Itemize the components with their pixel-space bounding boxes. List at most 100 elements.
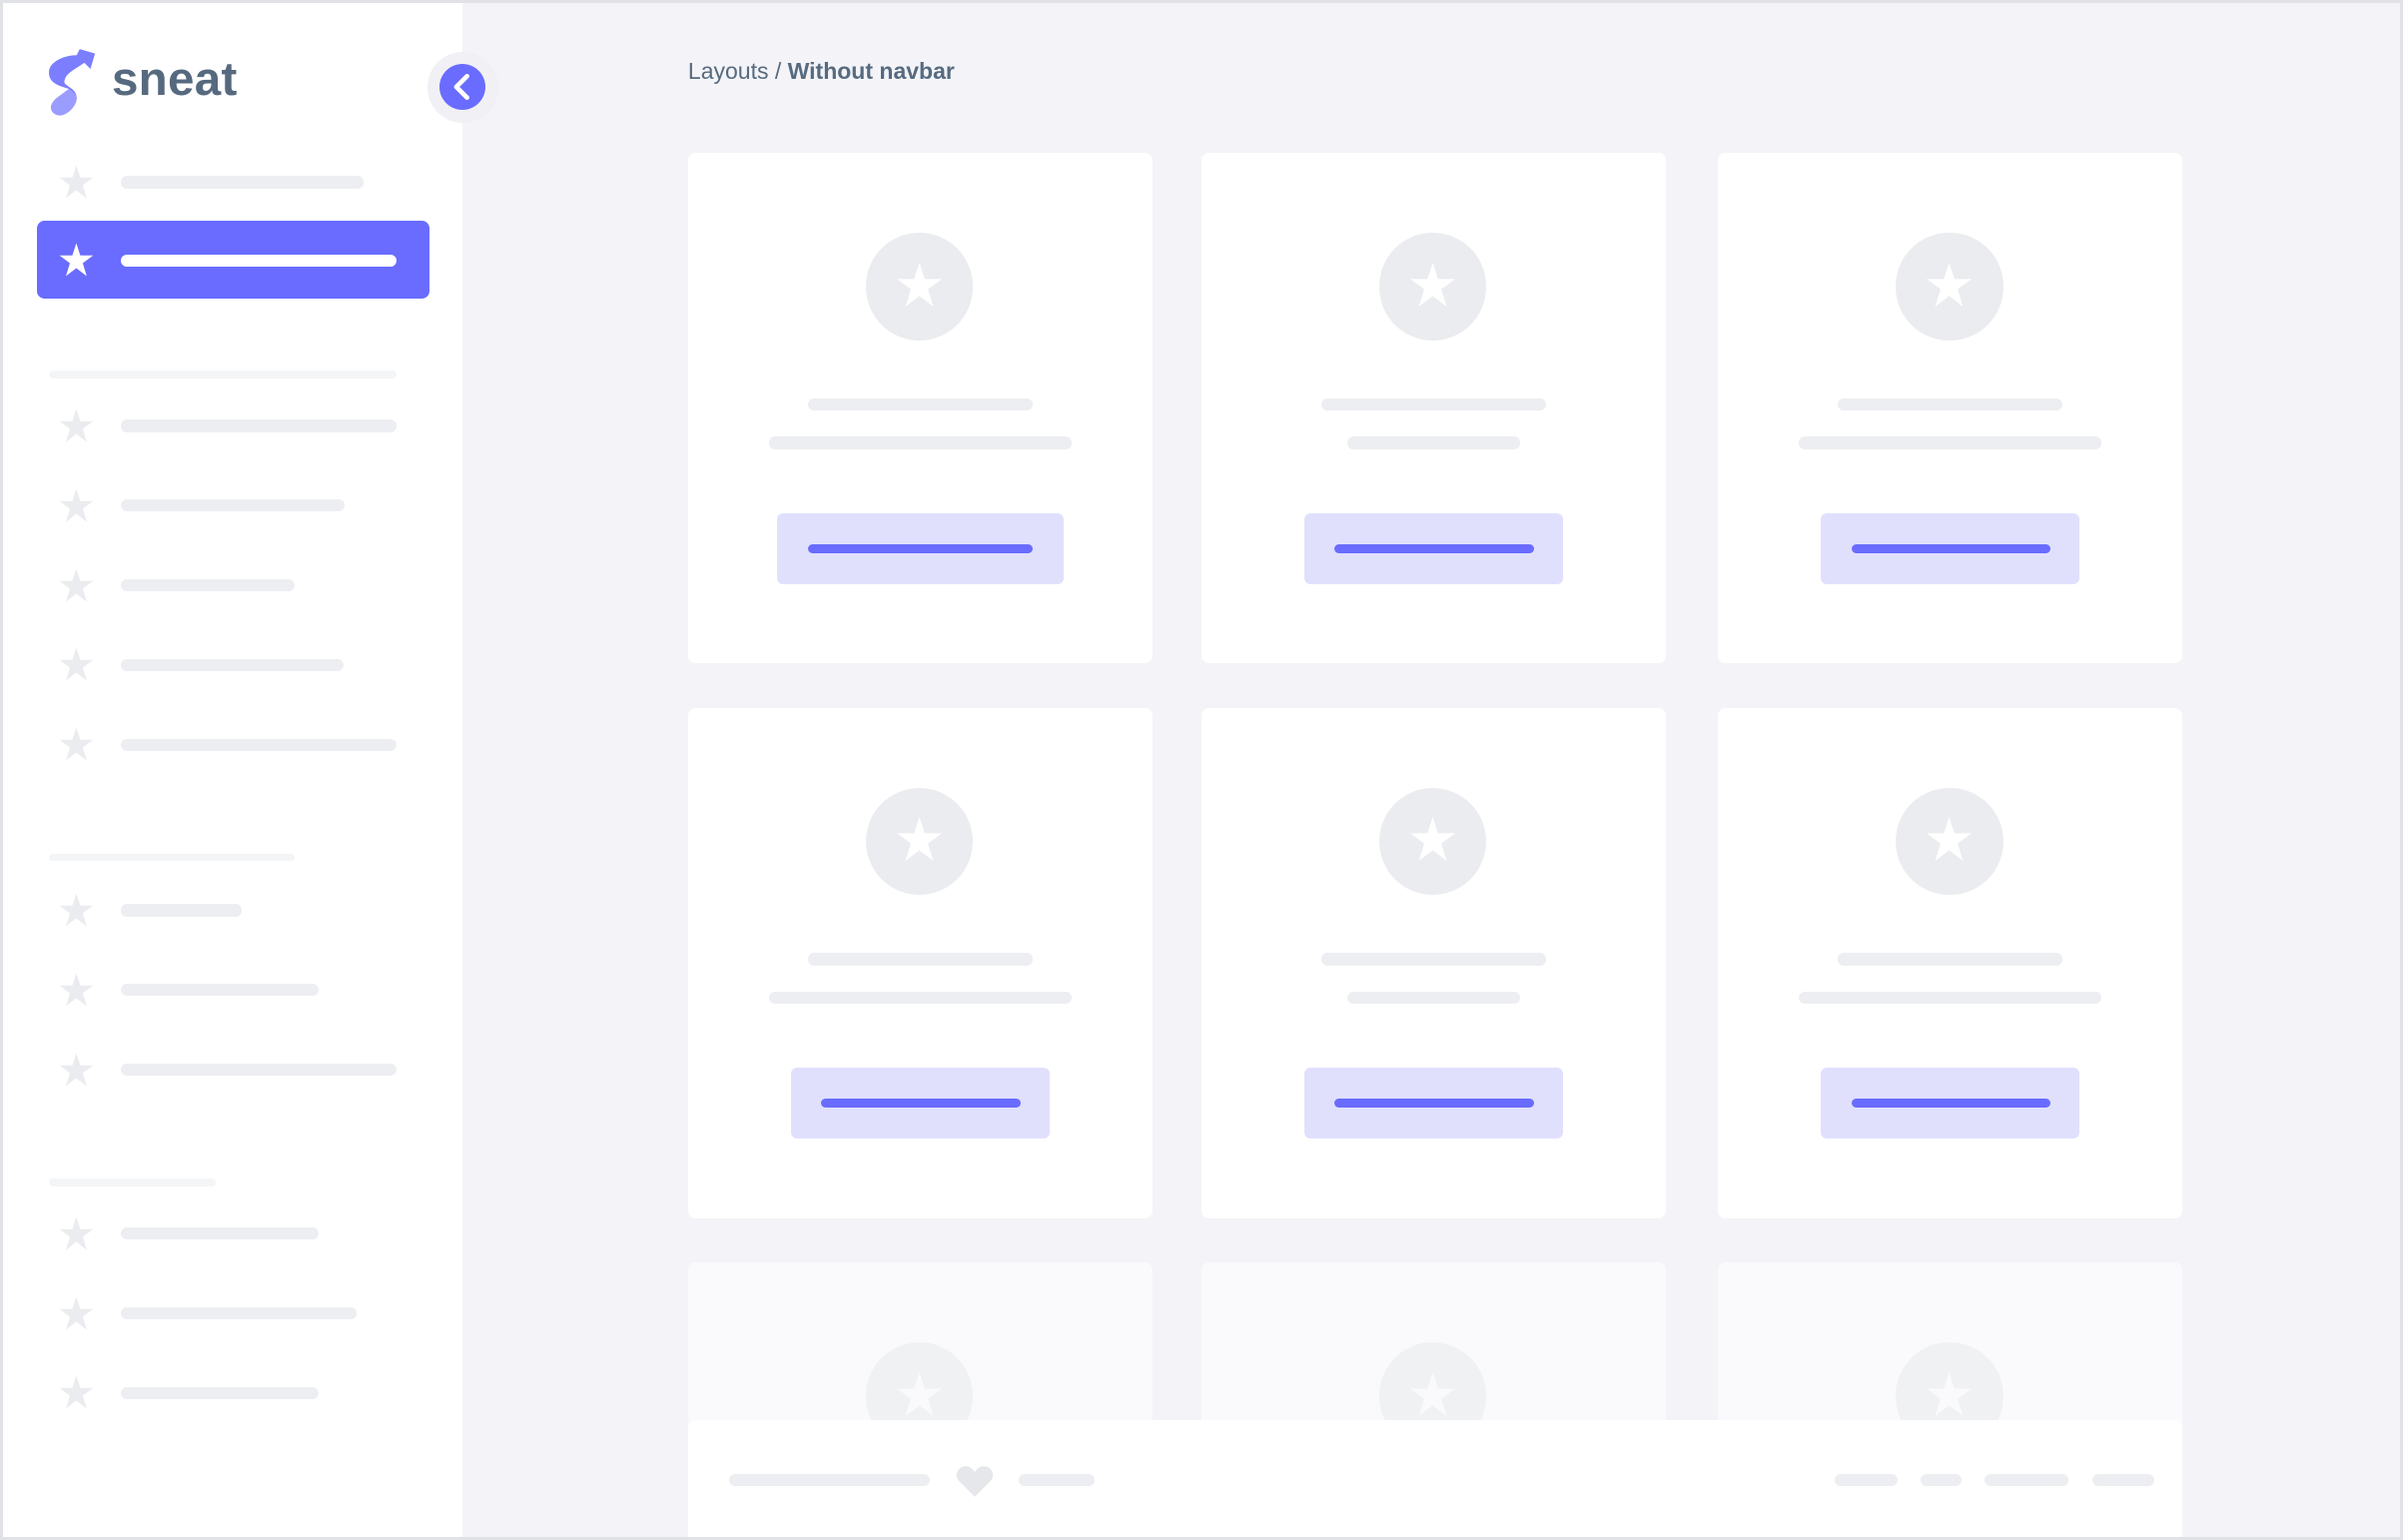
star-icon [59, 973, 94, 1007]
card-title-placeholder [1837, 397, 2063, 411]
card [1718, 153, 2183, 664]
star-icon [58, 892, 95, 929]
star-icon [897, 262, 943, 307]
star-icon [59, 1053, 94, 1087]
breadcrumb-parent[interactable]: Layouts [687, 58, 769, 85]
sidebar-item[interactable] [121, 658, 344, 672]
star-icon [58, 1052, 95, 1089]
sidebar: sneat [3, 3, 463, 1538]
star-icon [58, 567, 95, 604]
star-icon [1927, 1371, 1973, 1416]
card-button[interactable] [1820, 1068, 2080, 1140]
card-text-placeholder [1799, 436, 2101, 449]
star-icon [59, 1375, 94, 1409]
card-avatar [1378, 787, 1487, 896]
card-title-placeholder [807, 953, 1034, 966]
card-avatar [865, 233, 974, 341]
star-icon [59, 893, 94, 927]
star-icon [58, 242, 95, 279]
star-icon [1410, 1371, 1456, 1416]
footer-text-placeholder [729, 1474, 931, 1487]
card [687, 153, 1153, 664]
footer-link[interactable] [2091, 1474, 2155, 1487]
sidebar-collapse-button[interactable] [439, 64, 486, 111]
footer-link[interactable] [1985, 1474, 2069, 1487]
card-avatar [865, 787, 974, 896]
card-title-placeholder [1320, 397, 1547, 411]
card-button[interactable] [1303, 512, 1564, 584]
logo-icon [43, 46, 101, 120]
card [687, 707, 1153, 1218]
card-text-placeholder [1346, 436, 1521, 449]
card [1718, 707, 2183, 1218]
logo-text: sneat [111, 52, 238, 106]
footer [687, 1420, 2183, 1538]
star-icon [58, 1295, 95, 1332]
sidebar-section-header [49, 1177, 217, 1186]
sidebar-item[interactable] [121, 1227, 320, 1240]
sidebar-item[interactable] [121, 176, 364, 189]
sidebar-item[interactable] [121, 1063, 398, 1077]
card-title-placeholder [1320, 953, 1547, 966]
footer-link[interactable] [1920, 1474, 1963, 1487]
star-icon [59, 1296, 94, 1330]
sidebar-item[interactable] [121, 499, 346, 512]
star-icon [58, 164, 95, 201]
breadcrumb-current: Without navbar [787, 58, 955, 85]
star-icon [58, 972, 95, 1009]
star-icon [58, 407, 95, 444]
star-icon [59, 243, 94, 277]
star-icon [58, 1215, 95, 1252]
card [1201, 707, 1666, 1218]
card-text-placeholder [769, 991, 1072, 1004]
card-avatar [1896, 787, 2003, 896]
star-icon [897, 1371, 943, 1416]
card-button-label [1851, 543, 2051, 553]
sidebar-item[interactable] [121, 1306, 358, 1320]
star-icon [58, 726, 95, 763]
card-button-label [821, 1099, 1021, 1109]
card-text-placeholder [769, 436, 1072, 449]
card-title-placeholder [807, 397, 1034, 411]
sidebar-item[interactable] [121, 984, 320, 997]
breadcrumb: Layouts / Without navbar [688, 58, 955, 86]
card-button[interactable] [790, 1068, 1051, 1140]
sidebar-item[interactable] [121, 254, 398, 267]
card-button[interactable] [1303, 1068, 1564, 1140]
sidebar-item[interactable] [121, 419, 398, 432]
sidebar-item[interactable] [121, 738, 398, 751]
star-icon [58, 487, 95, 524]
star-icon [58, 1374, 95, 1411]
breadcrumb-separator: / [768, 58, 788, 85]
sidebar-section-header [49, 371, 398, 379]
heart-icon [955, 1463, 995, 1500]
star-icon [59, 568, 94, 602]
card-avatar [1896, 233, 2003, 341]
star-icon [59, 165, 94, 199]
sidebar-section-header [49, 853, 295, 862]
card-avatar [1378, 233, 1487, 341]
card-button[interactable] [776, 512, 1064, 584]
card-button-label [1334, 543, 1534, 553]
sidebar-item[interactable] [121, 1386, 320, 1399]
footer-link-placeholder[interactable] [1019, 1474, 1095, 1487]
star-icon [58, 646, 95, 683]
card-text-placeholder [1346, 991, 1521, 1004]
card-text-placeholder [1799, 991, 2101, 1004]
card-button-label [807, 543, 1034, 553]
card-button[interactable] [1820, 512, 2080, 584]
footer-link[interactable] [1834, 1474, 1898, 1487]
star-icon [1927, 262, 1973, 307]
star-icon [1410, 262, 1456, 307]
card-button-label [1334, 1099, 1534, 1109]
star-icon [897, 817, 943, 862]
sidebar-item[interactable] [121, 578, 295, 592]
star-icon [59, 727, 94, 761]
card [1201, 153, 1666, 664]
star-icon [59, 1216, 94, 1250]
chevron-left-icon [453, 74, 470, 101]
star-icon [59, 648, 94, 681]
star-icon [1927, 817, 1973, 862]
sidebar-item[interactable] [121, 904, 243, 917]
